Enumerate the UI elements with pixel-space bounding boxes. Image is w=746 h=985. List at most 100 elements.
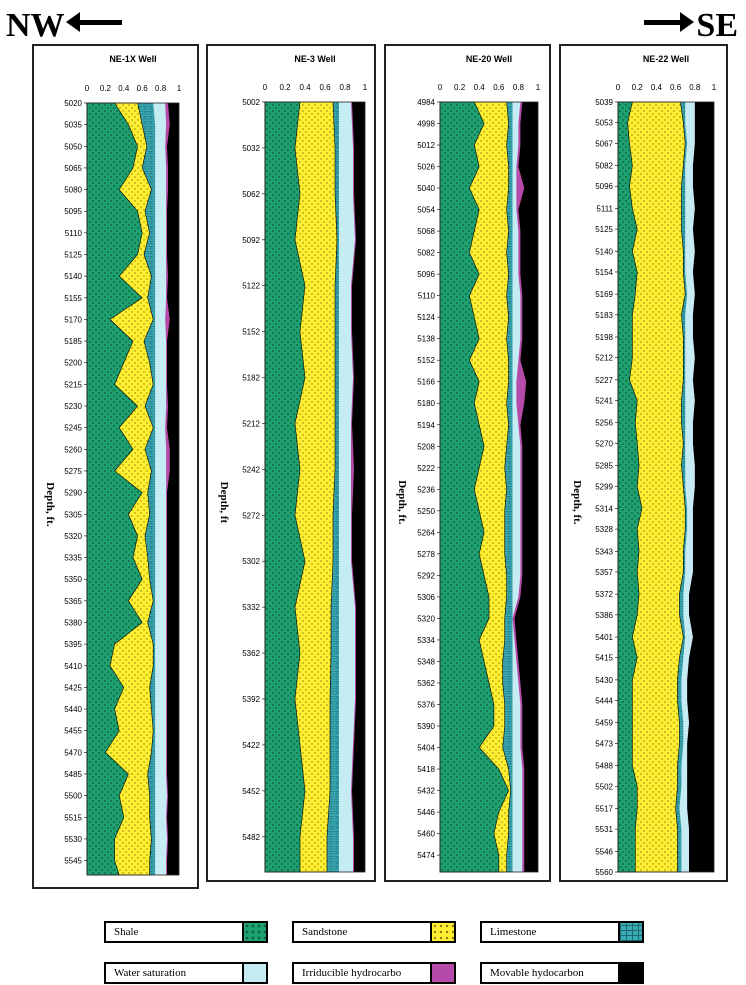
legend-swatch-limestone [618, 921, 644, 943]
y-tick-label: 5444 [595, 697, 613, 706]
x-tick-label: 1 [363, 83, 368, 92]
y-tick-label: 5386 [595, 611, 613, 620]
x-tick-label: 0 [438, 83, 443, 92]
plot-frame [439, 101, 539, 873]
y-tick-label: 5002 [242, 98, 260, 107]
y-axis-label: Depth, ft. [396, 480, 408, 525]
x-tick-label: 0.4 [651, 83, 663, 92]
well-log-chart: NE-3 Well 0 0.2 0.4 0.6 0.8 1 5002 5032 5062 5092 5… [218, 54, 368, 873]
y-tick-label: 5082 [595, 162, 613, 171]
y-tick-label: 5530 [64, 835, 82, 844]
y-tick-label: 5236 [417, 485, 435, 494]
y-tick-label: 5362 [417, 679, 435, 688]
well-log-chart: NE-20 Well 0 0.2 0.4 0.6 0.8 1 4984 4998 5012 5026… [396, 54, 541, 873]
y-tick-label: 5395 [64, 640, 82, 649]
y-tick-label: 5020 [64, 99, 82, 108]
x-tick-label: 0 [616, 83, 621, 92]
arrow-left-icon [66, 12, 122, 32]
legend-label: Shale [114, 926, 139, 938]
y-tick-label: 5390 [417, 722, 435, 731]
y-tick-label: 5285 [595, 462, 613, 471]
y-tick-label: 5125 [595, 225, 613, 234]
y-tick-label: 5278 [417, 550, 435, 559]
y-tick-label: 5418 [417, 765, 435, 774]
y-tick-label: 5140 [595, 247, 613, 256]
y-tick-label: 5380 [64, 618, 82, 627]
y-axis-label: Depth, ft [218, 482, 230, 524]
y-tick-label: 5053 [595, 119, 613, 128]
x-tick-label: 0.6 [137, 84, 149, 93]
y-tick-label: 5138 [417, 335, 435, 344]
x-tick-label: 1 [177, 84, 182, 93]
y-tick-label: 5032 [242, 144, 260, 153]
y-tick-label: 5470 [64, 748, 82, 757]
y-tick-label: 5110 [418, 292, 436, 301]
y-tick-label: 5410 [64, 662, 82, 671]
y-tick-label: 5152 [417, 356, 435, 365]
y-tick-label: 5334 [417, 636, 435, 645]
plot-frame [86, 102, 180, 876]
y-tick-label: 4998 [417, 120, 435, 129]
y-tick-label: 5474 [417, 851, 435, 860]
y-tick-label: 5482 [242, 833, 260, 842]
well-log-panel-ne-20: NE-20 Well 0 0.2 0.4 0.6 0.8 1 4984 4998 5012 5026… [384, 44, 551, 882]
y-tick-label: 5082 [417, 249, 435, 258]
y-tick-label: 5422 [242, 741, 260, 750]
y-tick-label: 5488 [595, 762, 613, 771]
y-tick-label: 5227 [595, 376, 613, 385]
y-tick-label: 5515 [64, 813, 82, 822]
y-tick-label: 5365 [64, 597, 82, 606]
legend-swatch-movable-hydrocarbon [618, 962, 644, 984]
chart-title: NE-3 Well [294, 54, 335, 64]
x-tick-label: 0.6 [670, 83, 682, 92]
legend-label: Irriducible hydrocarbo [302, 967, 402, 979]
y-tick-label: 5314 [595, 504, 613, 513]
legend-label: Movable hydocarbon [490, 967, 584, 979]
y-tick-label: 5446 [417, 808, 435, 817]
x-tick-label: 0.6 [319, 83, 331, 92]
legend-item-limestone: Limestone [480, 921, 644, 943]
shale-area [617, 101, 643, 873]
y-tick-label: 5182 [242, 374, 260, 383]
y-tick-label: 5212 [595, 354, 613, 363]
y-tick-label: 5455 [64, 727, 82, 736]
x-tick-label: 0 [85, 84, 90, 93]
legend-item-shale: Shale [104, 921, 268, 943]
y-axis-label: Depth, ft. [571, 480, 583, 525]
y-tick-label: 5170 [64, 315, 82, 324]
y-tick-label: 5110 [65, 229, 83, 238]
y-tick-label: 5290 [64, 489, 82, 498]
x-tick-label: 0.4 [299, 83, 311, 92]
x-tick-label: 0.2 [100, 84, 112, 93]
x-tick-label: 0.6 [493, 83, 505, 92]
y-tick-label: 5328 [595, 525, 613, 534]
y-tick-label: 5012 [417, 141, 435, 150]
y-tick-label: 5039 [595, 98, 613, 107]
y-tick-label: 5272 [242, 511, 260, 520]
y-tick-label: 5430 [595, 676, 613, 685]
y-tick-label: 5485 [64, 770, 82, 779]
legend-label: Limestone [490, 926, 537, 938]
y-tick-label: 5332 [242, 603, 260, 612]
x-tick-label: 0.2 [279, 83, 291, 92]
y-tick-label: 5241 [595, 397, 613, 406]
y-tick-label: 5545 [64, 857, 82, 866]
x-tick-label: 0.2 [454, 83, 466, 92]
y-tick-label: 5026 [417, 163, 435, 172]
y-tick-label: 5362 [242, 649, 260, 658]
legend-label: Water saturation [114, 967, 187, 979]
y-tick-label: 5155 [64, 294, 82, 303]
y-tick-label: 5054 [417, 206, 435, 215]
y-tick-label: 5166 [417, 378, 435, 387]
direction-se-label: SE [696, 7, 738, 44]
y-tick-label: 5245 [64, 424, 82, 433]
y-tick-label: 5230 [64, 402, 82, 411]
y-tick-label: 5208 [417, 442, 435, 451]
x-tick-label: 0.8 [513, 83, 525, 92]
y-tick-label: 5062 [242, 190, 260, 199]
plot-frame [617, 101, 715, 873]
x-tick-label: 0.8 [339, 83, 351, 92]
x-tick-label: 0.8 [689, 83, 701, 92]
well-log-panel-ne-1x: NE-1X Well 0 0.2 0.4 0.6 0.8 1 5020 5035 5050 5065… [32, 44, 199, 889]
y-tick-label: 5194 [417, 421, 435, 430]
